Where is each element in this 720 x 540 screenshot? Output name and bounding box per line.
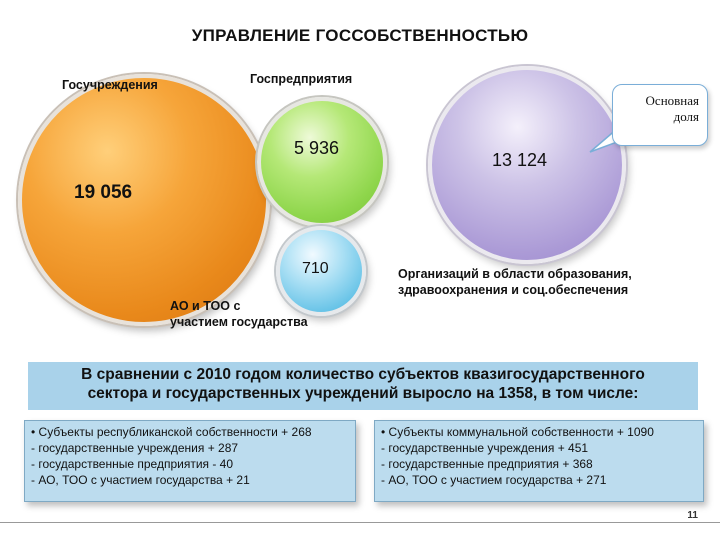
list-item: • Субъекты коммунальной собственности + … — [381, 425, 654, 439]
footer-divider — [0, 522, 720, 523]
page-title: УПРАВЛЕНИЕ ГОССОБСТВЕННОСТЬЮ — [191, 26, 529, 45]
ao-label: АО и ТОО с участием государства — [170, 298, 308, 331]
ao-label-line1: АО и ТОО с — [170, 299, 241, 313]
gosuch-label: Госучреждения — [62, 78, 158, 92]
gosuch-value: 19 056 — [74, 182, 133, 203]
list-item: - государственные учреждения + 451 — [381, 440, 589, 455]
edu-label-line1: Организаций в области образования, — [398, 267, 632, 281]
edu-label: Организаций в области образования, здрав… — [398, 266, 632, 299]
ao-value: 710 — [302, 260, 329, 277]
list-item: - АО, ТОО с участием государства + 271 — [381, 472, 607, 487]
page-number: 11 — [687, 510, 698, 521]
edu-value: 13 124 — [492, 150, 548, 170]
gospred-label: Госпредприятия — [250, 72, 353, 86]
callout-box: Основная доля — [612, 84, 708, 146]
edu-bubble — [428, 66, 626, 264]
ao-label-line2: участием государства — [170, 315, 308, 330]
callout-line2: доля — [673, 109, 699, 125]
summary-banner: В сравнении с 2010 годом количество субъ… — [28, 362, 698, 410]
republican-property-box: • Субъекты республиканской собственности… — [24, 420, 356, 502]
gospred-value: 5 936 — [294, 138, 340, 158]
summary-line2: сектора и государственных учреждений выр… — [87, 385, 639, 403]
list-item: - АО, ТОО с участием государства + 21 — [31, 472, 250, 487]
list-item: - государственные предприятия + 368 — [381, 456, 593, 471]
communal-property-box: • Субъекты коммунальной собственности + … — [374, 420, 704, 502]
gosuch-bubble — [18, 74, 270, 326]
summary-line1: В сравнении с 2010 годом количество субъ… — [81, 366, 645, 383]
list-item: - государственные предприятия - 40 — [31, 456, 234, 471]
list-item: - государственные учреждения + 287 — [31, 440, 239, 455]
ao-bubble — [276, 226, 366, 316]
list-item: • Субъекты республиканской собственности… — [31, 425, 312, 439]
edu-label-line2: здравоохранения и соц.обеспечения — [398, 283, 629, 298]
callout-line1: Основная — [645, 93, 699, 108]
gospred-bubble — [257, 97, 387, 227]
